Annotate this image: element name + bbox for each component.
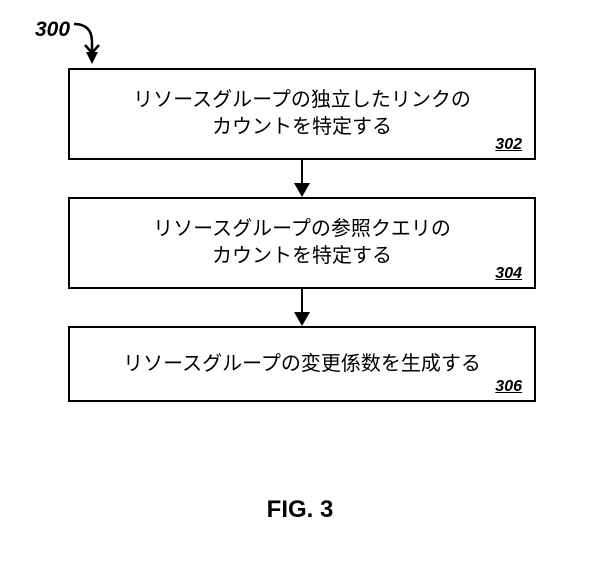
figure-label: FIG. 3 [0, 496, 600, 524]
step-number: 304 [495, 265, 522, 283]
flowchart-step: リソースグループの参照クエリのカウントを特定する 304 [68, 197, 536, 289]
step-text: リソースグループの変更係数を生成する [123, 351, 481, 378]
step-text: リソースグループの参照クエリのカウントを特定する [153, 216, 451, 270]
step-number: 302 [495, 136, 522, 154]
reference-arrow-arc [72, 20, 106, 66]
step-text: リソースグループの独立したリンクのカウントを特定する [133, 87, 471, 141]
step-number: 306 [495, 378, 522, 396]
figure-reference-number: 300 [35, 18, 70, 42]
flowchart-step: リソースグループの独立したリンクのカウントを特定する 302 [68, 68, 536, 160]
flow-arrow [294, 160, 310, 197]
flowchart-step: リソースグループの変更係数を生成する 306 [68, 326, 536, 402]
flowchart-container: リソースグループの独立したリンクのカウントを特定する 302 リソースグループの参照… [68, 68, 536, 402]
flow-arrow [294, 289, 310, 326]
